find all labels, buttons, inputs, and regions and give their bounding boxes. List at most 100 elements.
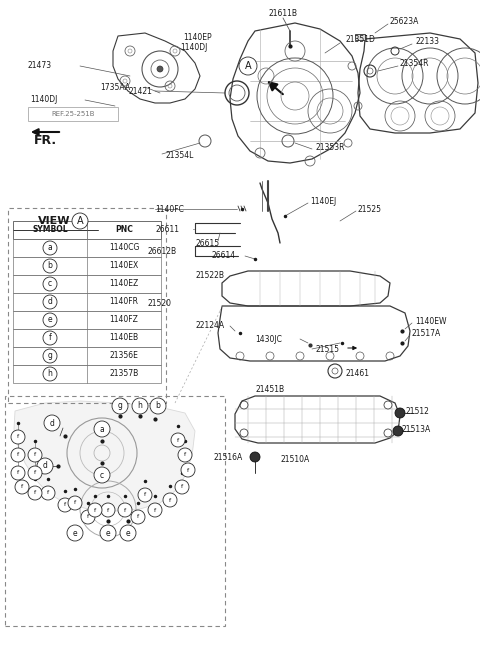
Text: 25623A: 25623A xyxy=(390,16,420,25)
Text: g: g xyxy=(118,402,122,411)
Text: 1430JC: 1430JC xyxy=(255,335,282,344)
Text: f: f xyxy=(87,514,89,519)
Text: f: f xyxy=(124,508,126,512)
Text: 1140EP: 1140EP xyxy=(183,33,212,42)
Text: 21356E: 21356E xyxy=(109,352,138,361)
Text: 1140EW: 1140EW xyxy=(415,316,446,326)
Circle shape xyxy=(43,259,57,273)
Text: 1140EX: 1140EX xyxy=(109,262,139,271)
Text: 21515: 21515 xyxy=(315,344,339,353)
Text: h: h xyxy=(48,370,52,378)
Text: 22133: 22133 xyxy=(415,38,439,46)
Circle shape xyxy=(28,486,42,500)
Bar xyxy=(13,275,161,293)
Bar xyxy=(13,221,161,239)
Circle shape xyxy=(15,480,29,494)
Text: f: f xyxy=(74,501,76,505)
Circle shape xyxy=(393,426,403,436)
Text: 1140EZ: 1140EZ xyxy=(109,279,139,288)
Text: 1140FZ: 1140FZ xyxy=(109,316,138,324)
Circle shape xyxy=(68,496,82,510)
Circle shape xyxy=(112,398,128,414)
Text: 26615: 26615 xyxy=(195,240,219,249)
Text: e: e xyxy=(106,529,110,538)
Text: g: g xyxy=(48,352,52,361)
Text: f: f xyxy=(17,434,19,439)
Text: 1140DJ: 1140DJ xyxy=(180,42,207,51)
Text: 21354R: 21354R xyxy=(400,59,430,68)
Text: VIEW: VIEW xyxy=(38,216,71,226)
Text: 21513A: 21513A xyxy=(402,424,431,434)
Bar xyxy=(13,293,161,311)
Text: f: f xyxy=(137,514,139,519)
Text: 21520: 21520 xyxy=(148,299,172,309)
Text: c: c xyxy=(100,471,104,480)
Circle shape xyxy=(239,57,257,75)
Circle shape xyxy=(150,398,166,414)
Text: REF.25-251B: REF.25-251B xyxy=(51,111,95,117)
Text: f: f xyxy=(107,508,109,512)
Text: 1140DJ: 1140DJ xyxy=(30,96,58,105)
Circle shape xyxy=(157,66,163,72)
Text: d: d xyxy=(49,419,54,428)
Text: f: f xyxy=(187,467,189,473)
Text: PNC: PNC xyxy=(115,225,133,234)
Text: 1140EB: 1140EB xyxy=(109,333,139,342)
Text: FR.: FR. xyxy=(34,133,57,146)
Bar xyxy=(13,329,161,347)
Text: 21525: 21525 xyxy=(358,204,382,214)
Text: 22124A: 22124A xyxy=(195,322,224,331)
Text: 26611: 26611 xyxy=(155,225,179,234)
Text: d: d xyxy=(48,298,52,307)
Circle shape xyxy=(148,503,162,517)
Circle shape xyxy=(58,498,72,512)
Text: 21351D: 21351D xyxy=(345,35,375,44)
Circle shape xyxy=(175,480,189,494)
Bar xyxy=(8,208,166,403)
Circle shape xyxy=(131,510,145,524)
Text: 26612B: 26612B xyxy=(148,247,177,255)
Bar xyxy=(13,311,161,329)
Text: f: f xyxy=(64,503,66,508)
Text: f: f xyxy=(144,493,146,497)
Text: 1140FR: 1140FR xyxy=(109,298,139,307)
Text: SYMBOL: SYMBOL xyxy=(32,225,68,234)
Text: f: f xyxy=(34,471,36,475)
Text: f: f xyxy=(169,497,171,503)
Circle shape xyxy=(120,525,136,541)
Circle shape xyxy=(101,503,115,517)
Circle shape xyxy=(250,452,260,462)
Text: f: f xyxy=(184,452,186,458)
Text: f: f xyxy=(181,484,183,490)
Text: f: f xyxy=(34,490,36,495)
Circle shape xyxy=(171,433,185,447)
Text: 1140EJ: 1140EJ xyxy=(310,197,336,206)
Bar xyxy=(13,347,161,365)
Circle shape xyxy=(178,448,192,462)
Text: f: f xyxy=(94,508,96,512)
Bar xyxy=(355,34,365,40)
Text: 21451B: 21451B xyxy=(255,385,284,393)
Text: 21522B: 21522B xyxy=(195,271,224,281)
Text: 21461: 21461 xyxy=(345,368,369,378)
Text: f: f xyxy=(34,452,36,458)
Circle shape xyxy=(81,510,95,524)
Circle shape xyxy=(138,488,152,502)
Circle shape xyxy=(43,331,57,345)
Circle shape xyxy=(28,466,42,480)
Text: 21516A: 21516A xyxy=(213,452,242,462)
Circle shape xyxy=(88,503,102,517)
Circle shape xyxy=(41,486,55,500)
Circle shape xyxy=(11,448,25,462)
Text: b: b xyxy=(48,262,52,271)
Circle shape xyxy=(28,448,42,462)
Text: 21611B: 21611B xyxy=(268,10,298,18)
Text: 26614: 26614 xyxy=(212,251,236,260)
Circle shape xyxy=(43,295,57,309)
Circle shape xyxy=(72,213,88,229)
Text: 1140CG: 1140CG xyxy=(109,243,139,253)
Text: f: f xyxy=(177,437,179,443)
Text: 21353R: 21353R xyxy=(315,143,345,152)
Text: 21512: 21512 xyxy=(405,406,429,415)
Circle shape xyxy=(37,458,53,474)
